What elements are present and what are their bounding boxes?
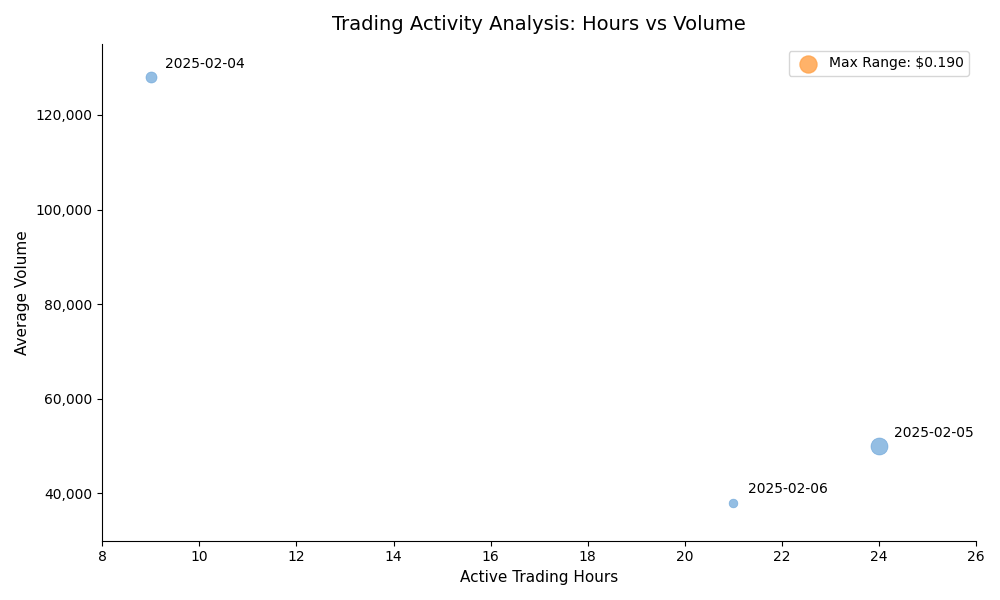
- Y-axis label: Average Volume: Average Volume: [15, 230, 30, 355]
- Legend: Max Range: $0.190: Max Range: $0.190: [789, 51, 969, 76]
- Point: [871, 441, 887, 451]
- Text: 2025-02-05: 2025-02-05: [894, 425, 973, 440]
- Text: 2025-02-06: 2025-02-06: [748, 482, 828, 496]
- Point: [143, 72, 159, 82]
- X-axis label: Active Trading Hours: Active Trading Hours: [460, 570, 618, 585]
- Text: 2025-02-04: 2025-02-04: [165, 56, 245, 71]
- Point: [725, 498, 741, 508]
- Title: Trading Activity Analysis: Hours vs Volume: Trading Activity Analysis: Hours vs Volu…: [332, 15, 746, 34]
